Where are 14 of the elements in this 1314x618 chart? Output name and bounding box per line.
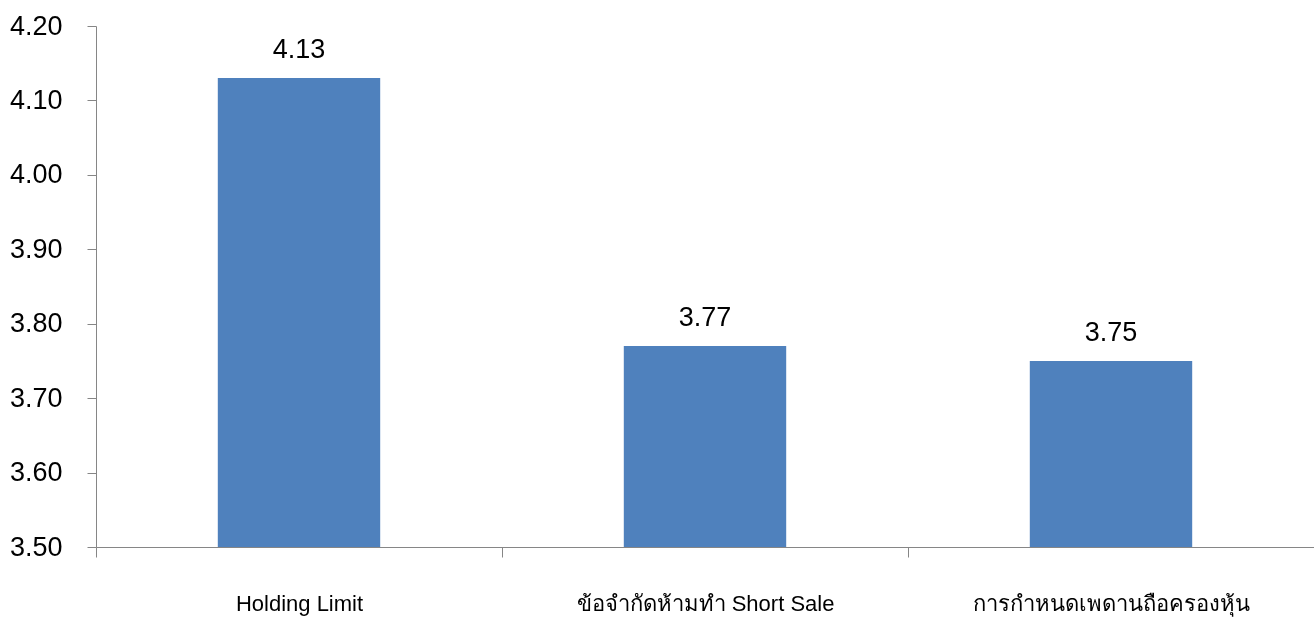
x-tick-label: การกำหนดเพดานถือครองหุ้น	[973, 590, 1250, 617]
data-label: 3.75	[1084, 316, 1138, 347]
y-tick-label: 4.20	[9, 10, 63, 41]
x-tick-label: ข้อจำกัดห้ามทำ Short Sale	[576, 590, 835, 616]
y-tick-label: 3.90	[9, 233, 63, 264]
y-tick-label: 3.50	[9, 531, 63, 562]
x-tick-label: Holding Limit	[235, 590, 364, 616]
y-tick-label: 4.10	[9, 84, 63, 115]
y-tick-label: 3.60	[9, 457, 63, 488]
data-label: 3.77	[678, 302, 732, 333]
y-tick-label: 3.80	[9, 308, 63, 339]
data-label: 4.13	[272, 34, 326, 65]
y-tick-label: 3.70	[9, 382, 63, 413]
y-tick-label: 4.00	[9, 159, 63, 190]
